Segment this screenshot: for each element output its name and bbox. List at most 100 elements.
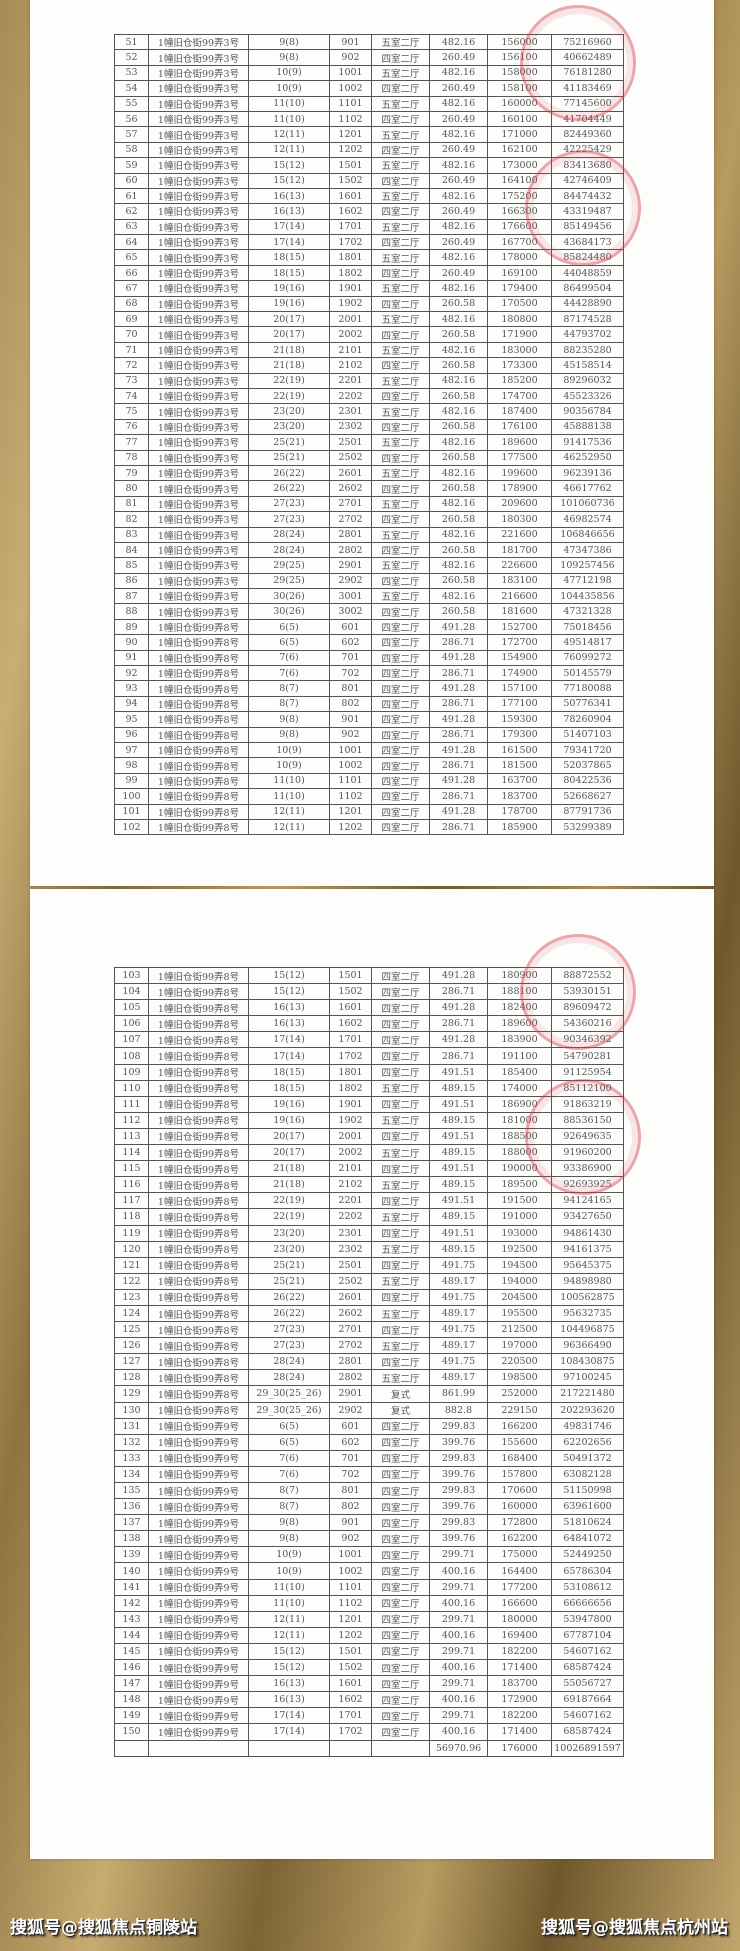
total-price: 106846656 [551,526,624,543]
building-address: 1幢旧仓街99弄8号 [148,1127,249,1146]
floor: 15(12) [248,157,330,174]
layout: 四室二厅 [371,1465,430,1484]
layout: 五室二厅 [371,280,430,297]
floor: 10(9) [248,64,330,82]
area: 399.76 [429,1433,488,1451]
floor: 11(10) [248,1594,330,1612]
building-address: 1幢旧仓街99弄3号 [148,511,249,528]
layout: 四室二厅 [371,649,430,667]
row-number: 108 [114,1047,149,1065]
building-address: 1幢旧仓街99弄3号 [148,341,249,359]
layout: 四室二厅 [371,1626,430,1644]
table-row: 91 1幢旧仓街99弄8号 7(6) 701 四室二厅 491.28 154900 76099… [114,649,624,667]
floor: 10(9) [248,80,330,97]
floor: 17(14) [248,1707,330,1725]
total-price: 75216960 [551,33,624,51]
table-row: 54 1幢旧仓街99弄3号 10(9) 1002 四室二厅 260.49 158100 411… [114,80,624,97]
layout: 四室二厅 [371,1160,430,1178]
unit-price: 189500 [487,1176,552,1194]
floor: 19(16) [248,280,330,297]
total-price: 94161375 [551,1240,624,1258]
area: 489.17 [429,1337,488,1355]
row-number: 143 [114,1610,149,1628]
room-number: 1002 [329,1562,372,1580]
room-number: 802 [329,695,372,713]
unit-price: 180900 [487,966,552,985]
room-number: 601 [329,618,372,636]
layout: 复式 [371,1385,430,1403]
total-price: 46617762 [551,480,624,497]
total-price: 50491372 [551,1449,624,1467]
building-address: 1幢旧仓街99弄9号 [148,1449,249,1467]
row-number: 141 [114,1578,149,1596]
area: 489.17 [429,1272,488,1290]
floor: 17(14) [248,234,330,251]
unit-price: 179400 [487,280,552,297]
room-number: 2502 [329,1272,372,1290]
table-row: 127 1幢旧仓街99弄8号 28(24) 2801 四室二厅 491.75 220500 1… [114,1353,624,1371]
layout: 四室二厅 [371,757,430,774]
layout: 四室二厅 [371,234,430,251]
layout: 五室二厅 [371,1176,430,1194]
cell [371,1739,430,1757]
room-number: 1801 [329,249,372,266]
room-number: 2901 [329,1385,372,1403]
table-row: 119 1幢旧仓街99弄8号 23(20) 2301 四室二厅 491.51 193000 9… [114,1224,624,1242]
total-price: 77180088 [551,680,624,697]
unit-price: 194500 [487,1256,552,1274]
area: 299.71 [429,1675,488,1693]
building-address: 1幢旧仓街99弄8号 [148,1111,249,1129]
table-row: 132 1幢旧仓街99弄9号 6(5) 602 四室二厅 399.76 155600 6220… [114,1433,624,1451]
total-price: 88536150 [551,1111,624,1129]
floor: 10(9) [248,757,330,774]
building-address: 1幢旧仓街99弄8号 [148,983,249,1001]
room-number: 1801 [329,1063,372,1081]
table-row: 103 1幢旧仓街99弄8号 15(12) 1501 四室二厅 491.28 180900 8… [114,966,624,985]
area: 482.16 [429,126,488,143]
floor: 25(21) [248,1256,330,1274]
grand-total: 10026891597 [551,1739,624,1757]
row-number: 127 [114,1353,149,1371]
floor: 28(24) [248,1353,330,1371]
floor: 12(11) [248,818,330,836]
row-number: 135 [114,1481,149,1500]
building-address: 1幢旧仓街99弄8号 [148,726,249,743]
row-number: 124 [114,1304,149,1323]
row-number: 150 [114,1723,149,1741]
layout: 五室二厅 [371,1240,430,1258]
floor: 21(18) [248,1160,330,1178]
area: 482.16 [429,187,488,205]
table-row: 129 1幢旧仓街99弄8号 29_30(25_26) 2901 复式 861.99 252… [114,1385,624,1403]
room-number: 601 [329,1417,372,1435]
layout: 五室二厅 [371,1272,430,1290]
unit-price: 163700 [487,772,552,790]
layout: 四室二厅 [371,1723,430,1741]
unit-price: 179300 [487,726,552,743]
area: 482.16 [429,372,488,389]
layout: 五室二厅 [371,249,430,266]
floor: 27(23) [248,495,330,513]
row-number: 129 [114,1385,149,1403]
row-number: 137 [114,1514,149,1532]
row-number: 54 [114,80,149,97]
layout: 四室二厅 [371,665,430,682]
row-number: 67 [114,280,149,297]
total-price: 53947800 [551,1610,624,1628]
layout: 五室二厅 [371,1304,430,1323]
floor: 10(9) [248,1562,330,1580]
total-price: 53299389 [551,818,624,836]
layout: 四室二厅 [371,1594,430,1612]
table-row: 67 1幢旧仓街99弄3号 19(16) 1901 五室二厅 482.16 179400 86… [114,280,624,297]
layout: 四室二厅 [371,818,430,836]
table-row: 98 1幢旧仓街99弄8号 10(9) 1002 四室二厅 286.71 181500 520… [114,757,624,774]
area: 286.71 [429,757,488,774]
floor: 12(11) [248,803,330,820]
building-address: 1幢旧仓街99弄3号 [148,572,249,590]
room-number: 2001 [329,311,372,328]
floor: 12(11) [248,1626,330,1644]
layout: 四室二厅 [371,772,430,790]
layout: 四室二厅 [371,357,430,374]
floor: 16(13) [248,1015,330,1033]
table-row: 51 1幢旧仓街99弄3号 9(8) 901 五室二厅 482.16 156000 75216… [114,33,624,51]
layout: 四室二厅 [371,983,430,1001]
